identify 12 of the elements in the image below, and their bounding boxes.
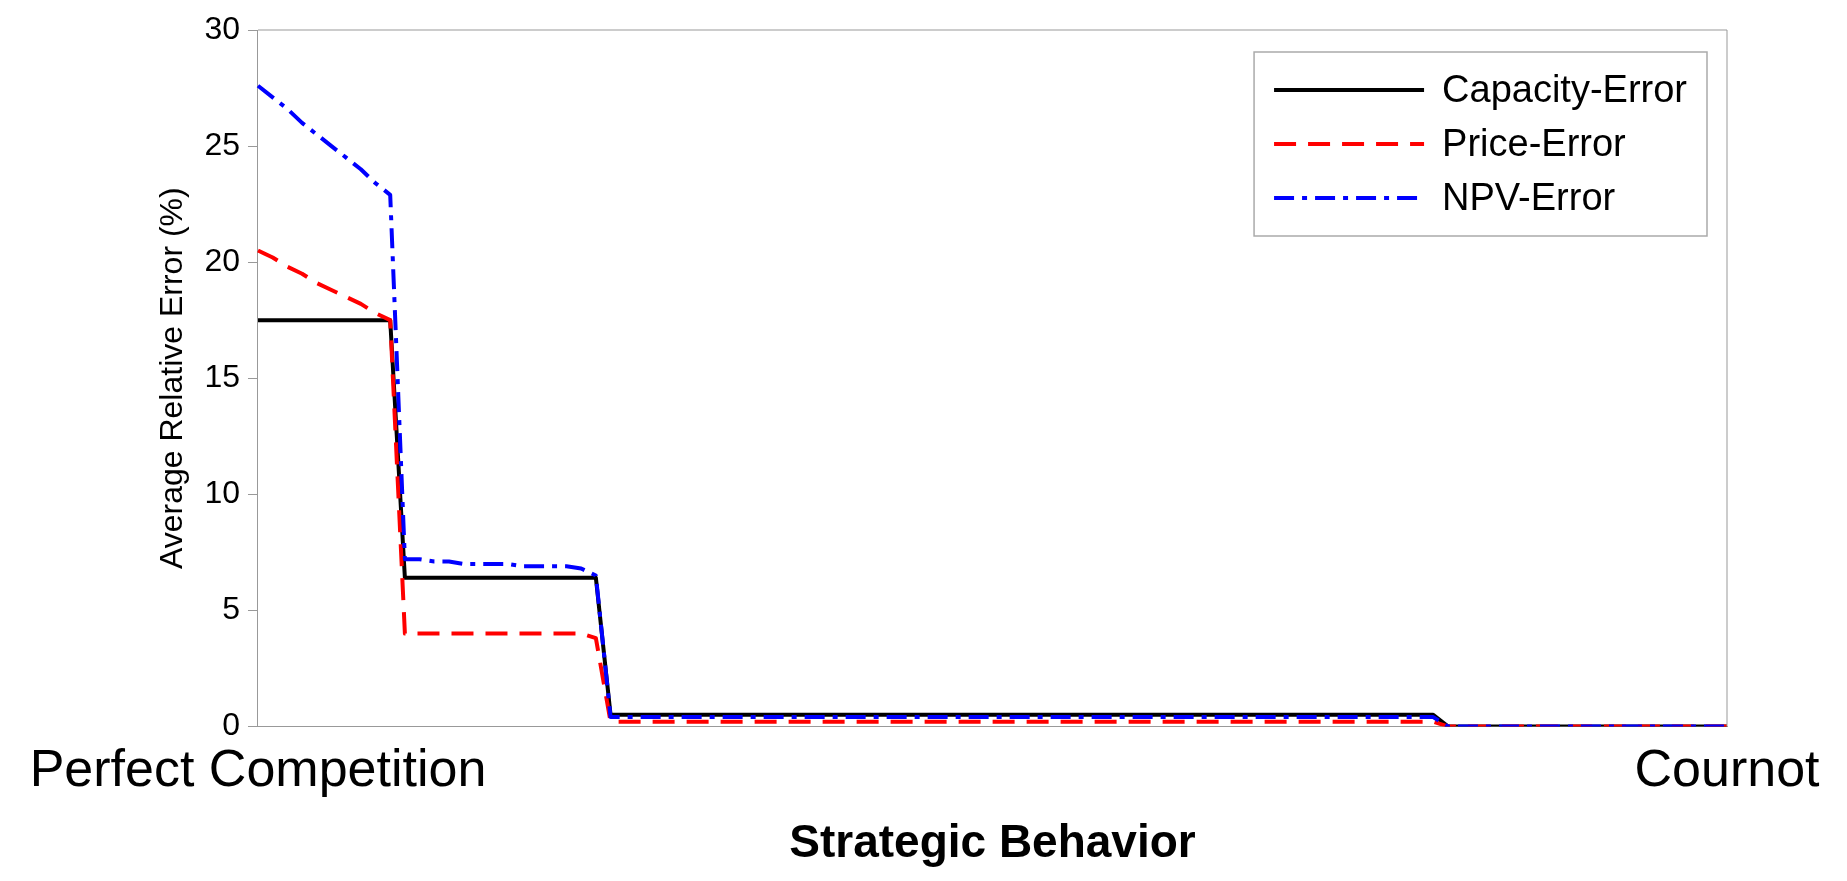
- y-tick-label: 15: [204, 358, 240, 395]
- x-axis-title: Strategic Behavior: [789, 815, 1196, 868]
- y-tick-label: 5: [222, 590, 240, 627]
- legend-label: Price-Error: [1442, 122, 1627, 165]
- y-axis-title: Average Relative Error (%): [153, 187, 190, 570]
- y-tick-label: 30: [204, 9, 240, 46]
- legend-label: NPV-Error: [1442, 176, 1616, 219]
- y-tick-label: 25: [204, 125, 240, 162]
- y-tick-label: 20: [204, 241, 240, 278]
- y-tick-label: 10: [204, 474, 240, 511]
- legend-label: Capacity-Error: [1442, 68, 1688, 111]
- x-tick-label: Cournot: [1634, 738, 1821, 797]
